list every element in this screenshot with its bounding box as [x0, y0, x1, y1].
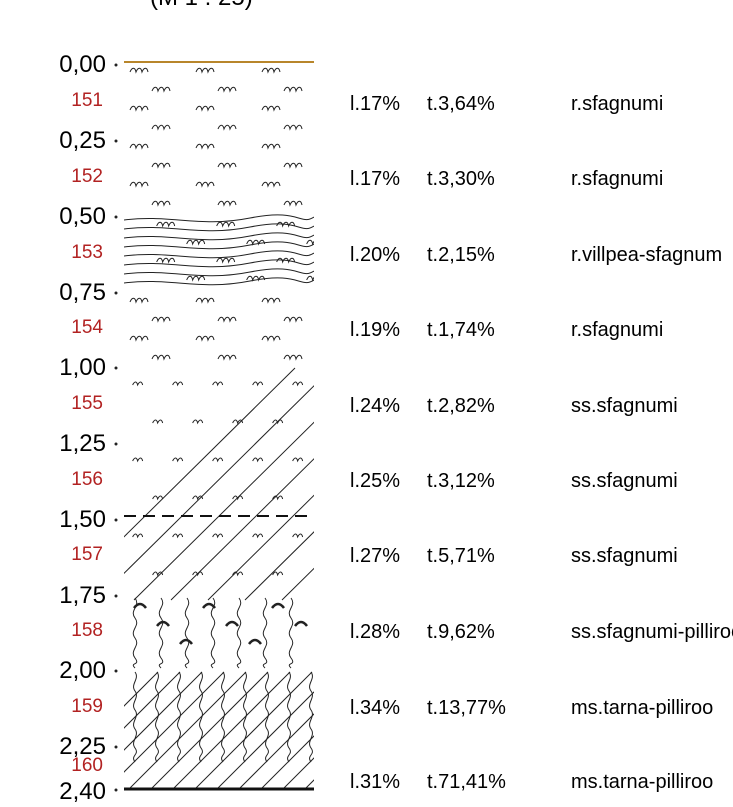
depth-label: 1,75 — [59, 582, 106, 609]
depth-label: 0,75 — [59, 279, 106, 306]
layer-decomposition: t.3,12% — [427, 470, 495, 492]
depth-ticks — [114, 63, 118, 792]
sample-number: 151 — [71, 90, 103, 111]
reed-pattern — [132, 597, 308, 669]
layer-peat-type: r.sfagnumi — [571, 93, 664, 115]
layer-ash: l.20% — [350, 244, 401, 266]
sample-number: 156 — [71, 469, 103, 490]
sample-number: 153 — [71, 242, 103, 263]
depth-label: 1,50 — [59, 506, 106, 533]
sample-number: 160 — [71, 755, 103, 776]
depth-label: 0,00 — [59, 51, 106, 78]
depth-label: 2,25 — [59, 733, 106, 760]
layer-peat-type: r.villpea-sfagnum — [571, 244, 723, 266]
depth-label: 2,40 — [59, 778, 106, 805]
layer-ash: l.25% — [350, 470, 401, 492]
layer-decomposition: t.71,41% — [427, 771, 506, 793]
depth-label: 2,00 — [59, 657, 106, 684]
sample-number: 152 — [71, 166, 103, 187]
sphagnum-pattern — [129, 297, 303, 361]
layer-peat-type: ss.sfagnumi — [571, 470, 678, 492]
sample-number: 158 — [71, 620, 103, 641]
sedge-reed-pattern — [124, 671, 314, 790]
depth-label: 1,25 — [59, 430, 106, 457]
layer-peat-type: ss.sfagnumi-pilliroo — [571, 621, 733, 643]
layer-ash: l.27% — [350, 545, 401, 567]
profile-scale-title: (M 1 : 25) — [150, 0, 253, 12]
layer-peat-type: ss.sfagnumi — [571, 545, 678, 567]
layer-decomposition: t.3,64% — [427, 93, 495, 115]
sample-number: 155 — [71, 393, 103, 414]
layer-decomposition: t.2,82% — [427, 395, 495, 417]
depth-label: 0,25 — [59, 127, 106, 154]
layer-decomposition: t.3,30% — [427, 168, 495, 190]
layer-ash: l.17% — [350, 168, 401, 190]
layer-peat-type: r.sfagnumi — [571, 319, 664, 341]
layer-ash: l.28% — [350, 621, 401, 643]
layer-ash: l.17% — [350, 93, 401, 115]
layer-decomposition: t.2,15% — [427, 244, 495, 266]
sedge-sphagnum-pattern — [124, 214, 314, 286]
depth-label: 0,50 — [59, 203, 106, 230]
layer-peat-type: ss.sfagnumi — [571, 395, 678, 417]
layer-peat-type: r.sfagnumi — [571, 168, 664, 190]
sphagnum-pattern — [129, 67, 303, 207]
sample-number: 157 — [71, 544, 103, 565]
depth-label: 1,00 — [59, 354, 106, 381]
medium-peat-hatch — [124, 367, 314, 601]
layer-ash: l.31% — [350, 771, 401, 793]
layer-ash: l.34% — [350, 697, 401, 719]
layer-peat-type: ms.tarna-pilliroo — [571, 697, 714, 719]
layer-decomposition: t.13,77% — [427, 697, 506, 719]
layer-peat-type: ms.tarna-pilliroo — [571, 771, 714, 793]
layer-ash: l.19% — [350, 319, 401, 341]
layer-decomposition: t.9,62% — [427, 621, 495, 643]
layer-ash: l.24% — [350, 395, 401, 417]
sample-number: 154 — [71, 317, 103, 338]
sample-number: 159 — [71, 696, 103, 717]
layer-decomposition: t.1,74% — [427, 319, 495, 341]
layer-decomposition: t.5,71% — [427, 545, 495, 567]
